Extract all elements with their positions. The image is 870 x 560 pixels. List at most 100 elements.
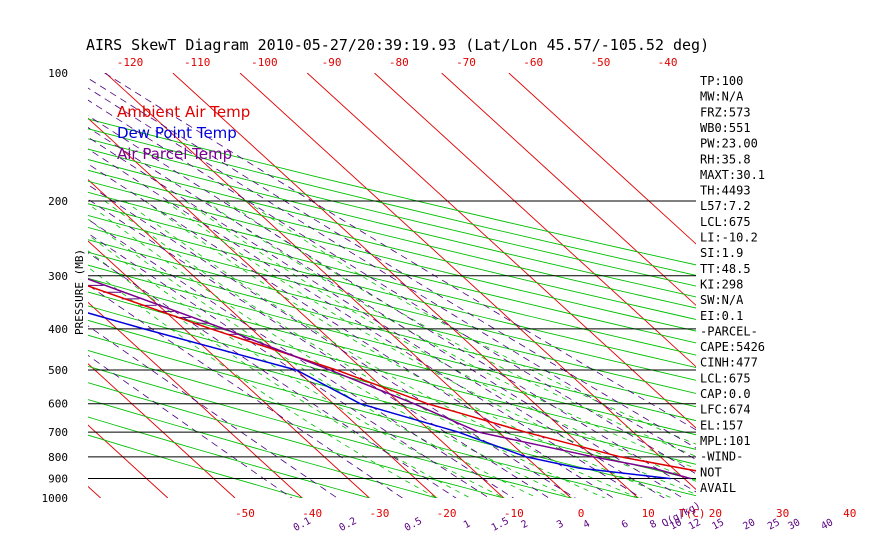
top-temp-tick-label: -120 <box>117 56 144 69</box>
mixing-ratio-line <box>88 232 490 498</box>
index-label: TH:4493 <box>700 184 751 198</box>
mixing-ratio-tick-label: 40 <box>819 517 835 532</box>
index-label: -PARCEL- <box>700 324 758 338</box>
mixing-ratio-line <box>88 284 404 498</box>
bottom-temp-tick-label: 0 <box>578 507 585 520</box>
dry-adiabat-line <box>88 365 573 498</box>
index-label: LCL:675 <box>700 371 751 385</box>
top-temp-tick-label: -80 <box>389 56 409 69</box>
mixing-ratio-line <box>88 163 615 498</box>
mixing-ratio-line <box>88 252 457 498</box>
mixing-ratio-line <box>88 115 696 493</box>
index-label: MAXT:30.1 <box>700 168 765 182</box>
moist-adiabat-line <box>144 200 673 498</box>
index-label: TP:100 <box>700 74 743 88</box>
moist-adiabat-line <box>184 200 696 482</box>
pressure-tick-label: 800 <box>48 451 68 464</box>
mixing-ratio-line <box>88 184 576 498</box>
isotherm-line <box>88 301 303 498</box>
index-label: WB0:551 <box>700 121 751 135</box>
index-label: LFC:674 <box>700 403 751 417</box>
top-temp-tick-label: -100 <box>251 56 278 69</box>
moist-adiabat-line <box>104 200 606 498</box>
isotherm-line <box>88 179 437 498</box>
pressure-tick-label: 400 <box>48 323 68 336</box>
mixing-ratio-tick-label: 1 <box>462 519 472 532</box>
index-label: KI:298 <box>700 277 743 291</box>
index-label: FRZ:573 <box>700 105 751 119</box>
top-temp-tick-label: -40 <box>658 56 678 69</box>
mixing-ratio-tick-label: 0.5 <box>403 516 424 534</box>
index-label: MPL:101 <box>700 434 751 448</box>
moist-adiabat-line <box>88 250 472 498</box>
moist-adiabat-line <box>88 218 539 498</box>
mixing-ratio-line <box>88 87 696 461</box>
mixing-ratio-line <box>88 198 550 498</box>
index-label: -WIND- <box>700 450 743 464</box>
mixing-ratio-line <box>88 136 665 498</box>
dry-adiabat-line <box>88 169 696 320</box>
dry-adiabat-line <box>88 128 696 276</box>
dry-adiabat-line <box>88 334 696 497</box>
bottom-temp-tick-label: -20 <box>437 507 457 520</box>
pressure-tick-label: 200 <box>48 195 68 208</box>
isotherm-line <box>88 117 505 498</box>
dry-adiabat-line <box>88 214 696 368</box>
dry-adiabat-line <box>88 203 696 356</box>
index-label: NOT <box>700 465 722 479</box>
bottom-temp-tick-label: -40 <box>302 507 322 520</box>
index-label: SW:N/A <box>700 293 744 307</box>
isotherm-line <box>508 73 696 245</box>
index-label: TT:48.5 <box>700 262 751 276</box>
dry-adiabat-line <box>88 305 696 465</box>
pressure-tick-label: 900 <box>48 473 68 486</box>
mixing-ratio-tick-label: 4 <box>581 519 591 532</box>
dry-adiabat-line <box>88 264 696 422</box>
dry-adiabat-line <box>88 159 696 309</box>
top-temp-tick-label: -90 <box>322 56 342 69</box>
dry-adiabat-line <box>88 251 696 408</box>
moist-adiabat-line <box>88 234 505 498</box>
mixing-ratio-tick-label: 2 <box>519 519 529 532</box>
isotherm-line <box>88 424 169 498</box>
mixing-ratio-line <box>88 354 293 498</box>
index-label: LI:-10.2 <box>700 231 758 245</box>
mixing-ratio-tick-label: 3 <box>555 519 565 532</box>
dry-adiabat-line <box>88 180 696 332</box>
mixing-ratio-line <box>88 77 696 449</box>
mixing-ratio-tick-label: 25 <box>766 517 782 532</box>
isotherm-line <box>88 363 236 498</box>
dry-adiabat-line <box>88 291 696 450</box>
moist-adiabat-line <box>205 200 696 470</box>
index-label: LCL:675 <box>700 215 751 229</box>
series-line-1 <box>88 312 671 480</box>
mixing-ratio-tick-label: 10 <box>668 517 684 532</box>
pressure-tick-label: 500 <box>48 364 68 377</box>
isotherm-line <box>441 73 696 306</box>
isotherm-line <box>0 73 33 498</box>
y-axis-label: PRESSURE (MB) <box>73 249 86 335</box>
mixing-ratio-tick-label: 12 <box>687 517 703 532</box>
dry-adiabat-line <box>88 239 696 394</box>
isotherm-line <box>374 73 696 368</box>
legend-dew-point-temp: Dew Point Temp <box>117 124 237 142</box>
mixing-ratio-tick-label: 30 <box>786 517 802 532</box>
top-temp-tick-label: -70 <box>456 56 476 69</box>
dry-adiabat-line <box>88 191 696 344</box>
dry-adiabat-line <box>88 226 696 381</box>
bottom-temp-tick-label: -50 <box>235 507 255 520</box>
isotherm-line <box>239 73 696 491</box>
index-label: L57:7.2 <box>700 199 751 213</box>
mixing-ratio-tick-label: 0.2 <box>338 516 359 534</box>
dry-adiabat-line <box>88 416 372 498</box>
moist-adiabat-line <box>88 266 438 498</box>
index-label: CAP:0.0 <box>700 387 751 401</box>
pressure-tick-label: 700 <box>48 426 68 439</box>
x-unit-label: T(C) <box>679 507 706 520</box>
dry-adiabat-line <box>88 434 304 498</box>
dry-adiabat-line <box>88 138 696 287</box>
series-line-0 <box>88 285 696 472</box>
bottom-temp-tick-label: 40 <box>843 507 856 520</box>
pressure-tick-label: 1000 <box>42 492 69 505</box>
